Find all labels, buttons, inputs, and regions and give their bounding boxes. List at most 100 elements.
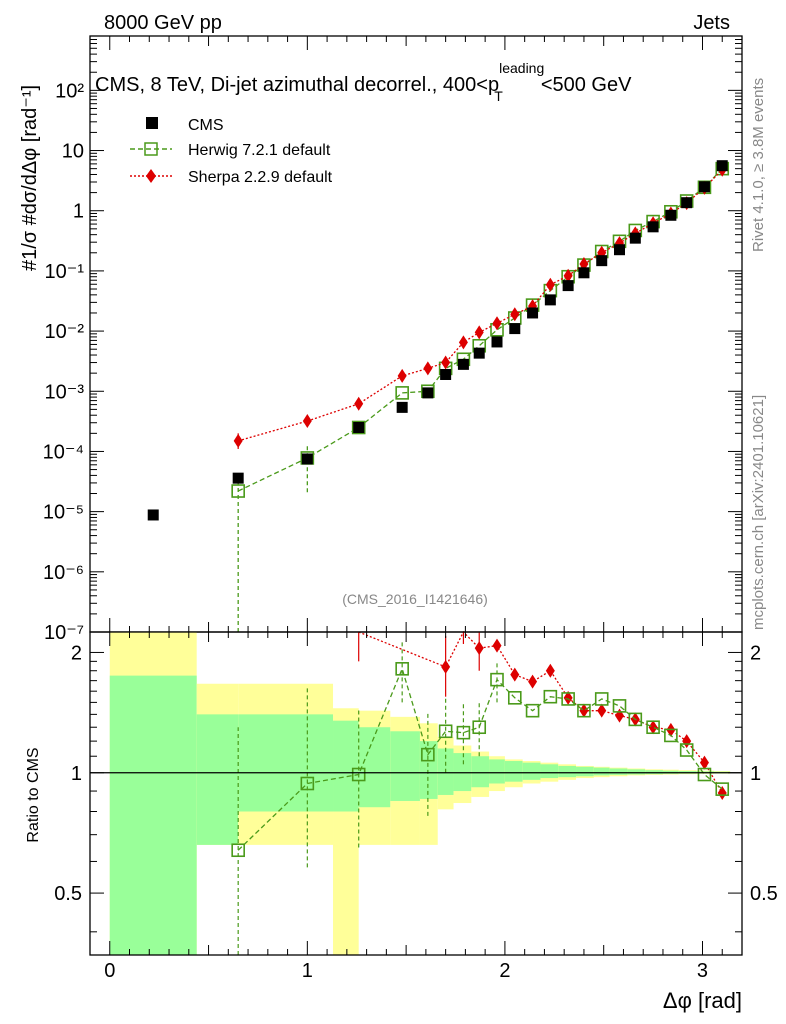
sherpa-ratio-point [563,690,573,705]
cms-point [665,209,677,221]
legend: CMS Herwig 7.2.1 default Sherpa 2.2.9 de… [130,117,333,186]
main-ytick-label: 10⁻³ [45,381,85,403]
band-inner [196,714,239,845]
band-inner [471,756,490,788]
herwig-point [679,743,694,757]
mcplots-label: mcplots.cern.ch [arXiv:2401.10621] [750,395,767,630]
herwig-point [395,662,409,676]
cms-point [147,509,159,521]
main-ytick-label: 10 [62,141,84,163]
herwig-point [525,703,540,718]
ratio-ylabel: Ratio to CMS [25,747,42,842]
cms-point [491,336,503,348]
band-inner [504,761,523,782]
band-inner [390,731,420,801]
sherpa-point [423,361,433,376]
main-series-layer [147,160,730,632]
analysis-watermark: (CMS_2016_I1421646) [342,591,488,607]
main-ytick-label: 1 [73,201,84,223]
ratio-uncertainty-bands [109,632,731,955]
main-title: CMS, 8 TeV, Di-jet azimuthal decorrel., … [95,60,632,104]
ratio-ytick-label-right: 1 [750,763,761,785]
cms-point [440,368,452,380]
band-inner [109,675,197,955]
herwig-line [237,666,723,851]
herwig-point [507,691,522,705]
cms-point [353,422,365,434]
cms-point [716,160,728,172]
sherpa-ratio-point [597,703,607,718]
cms-point [509,323,521,335]
header-right: Jets [693,12,730,34]
ratio-ytick-label-right: 2 [750,642,761,664]
cms-point [596,255,608,267]
sherpa-ratio-point [717,785,727,800]
sherpa-point [474,325,484,340]
herwig-line [237,168,723,492]
ratio-ytick-label: 0.5 [54,883,82,905]
sherpa-point [233,433,243,448]
main-ylabel: #1/σ #dσ/dΔφ [rad⁻¹] [19,85,41,271]
band-inner [522,762,541,780]
herwig-point [421,747,435,762]
cms-point [301,453,313,465]
cms-point [396,401,408,413]
sherpa-point [397,368,407,383]
ratio-ytick-label: 1 [71,763,82,785]
herwig-point [351,420,366,435]
legend-marker-cms [146,117,158,129]
band-inner [489,759,505,784]
herwig-point [490,672,504,687]
herwig-point [594,692,609,706]
x-axis-label: Δφ [rad] [663,988,742,1013]
main-title-sup: leading [499,60,544,76]
band-inner [576,766,594,777]
band-inner [627,769,646,775]
herwig-point [715,782,730,796]
herwig-point [351,767,366,782]
legend-marker-herwig [144,142,158,156]
cms-point [232,472,244,484]
ratio-series-layer [90,630,742,955]
ratio-xtick-label: 3 [697,960,708,982]
band-inner [540,764,559,779]
sherpa-point [545,277,555,292]
cms-point [698,181,710,193]
sherpa-point [563,268,573,283]
herwig-point [456,725,471,740]
cms-point [647,221,659,233]
cms-point [527,307,539,319]
ratio-xtick-label: 0 [104,960,115,982]
sherpa-line [238,169,723,442]
main-ytick-label: 10⁻² [45,321,85,343]
cms-point [422,387,434,399]
rivet-label: Rivet 4.1.0, ≥ 3.8M events [750,78,767,252]
legend-label-sherpa: Sherpa 2.2.9 default [188,169,333,186]
band-inner [238,714,334,812]
ratio-axes: 0.5 0.5 1 1 2 2 0 1 2 3 [54,631,778,982]
main-title-prefix: CMS, 8 TeV, Di-jet azimuthal decorrel., … [95,74,499,96]
sherpa-ratio-point [579,703,589,718]
cms-point [614,244,626,256]
herwig-point [628,712,643,727]
band-inner [609,768,628,775]
sherpa-point [441,355,451,370]
legend-label-herwig: Herwig 7.2.1 default [188,142,331,159]
band-inner [358,727,391,808]
main-ytick-label: 10⁻⁷ [44,622,84,644]
ratio-xtick-label: 2 [499,960,510,982]
herwig-point [438,724,453,739]
sherpa-point [510,307,520,322]
legend-label-cms: CMS [188,117,224,134]
herwig-point [300,776,315,791]
main-title-suffix: <500 GeV [541,74,632,96]
herwig-point [697,767,712,782]
sherpa-ratio-point [492,638,502,653]
cms-point [681,197,693,209]
band-inner [593,767,610,776]
legend-marker-sherpa [146,169,156,183]
sherpa-ratio-point [699,755,709,770]
sherpa-ratio-point [545,663,555,678]
herwig-point [231,484,245,498]
